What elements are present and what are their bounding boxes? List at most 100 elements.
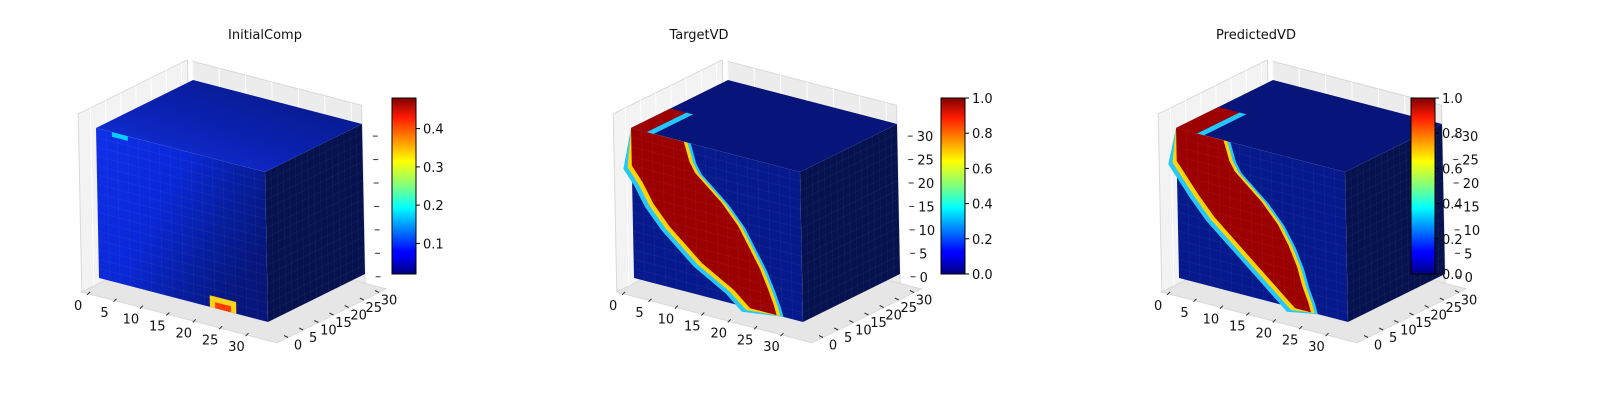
y-tick-label: 10 — [1400, 324, 1417, 339]
colorbar-tick-label: 0.4 — [972, 198, 993, 213]
colorbar-gradient — [391, 97, 417, 275]
colorbar-tick-label: 0.6 — [1442, 162, 1463, 177]
chart-panel-1: 0 5 10 15 20 25 30 0 5 1015202530InitialComp0.10.… — [74, 28, 444, 355]
x-tick-label: 25 — [1282, 333, 1299, 348]
colorbar-tick-label: 0.3 — [423, 161, 444, 176]
x-tick-label: 15 — [149, 320, 166, 335]
high-density-region — [631, 128, 777, 316]
chart-title: InitialComp — [228, 28, 302, 43]
y-tick-label: 25 — [901, 301, 918, 316]
x-tick-label: 20 — [710, 326, 727, 341]
cube-top-face — [1176, 80, 1442, 172]
colorbar-tick-label: 0.2 — [1442, 233, 1463, 248]
z-tick-label: 15 — [918, 200, 935, 215]
cube-right-face — [800, 124, 900, 322]
z-tick-label: 20 — [1463, 177, 1480, 192]
z-tick-label: 30 — [917, 130, 934, 145]
z-tick-label: 5 — [919, 247, 927, 262]
top-edge-band — [1197, 112, 1247, 136]
colorbar-tick-label: 0.8 — [972, 127, 993, 142]
x-tick-label: 0 — [1154, 299, 1162, 314]
z-tick-label: 25 — [1462, 154, 1479, 169]
x-tick-label: 15 — [684, 320, 701, 335]
x-tick-label: 5 — [100, 306, 108, 321]
chart-title: TargetVD — [668, 28, 728, 43]
x-tick-label: 25 — [202, 333, 219, 348]
colorbar-tick-label: 0.6 — [972, 162, 993, 177]
y-tick-label: 25 — [1446, 301, 1463, 316]
top-edge-region — [631, 108, 687, 133]
colorbar-tick-label: 0.2 — [972, 233, 993, 248]
high-density-region — [1176, 128, 1311, 313]
y-tick-label: 5 — [1389, 331, 1397, 346]
x-tick-label: 30 — [228, 340, 245, 355]
colorbar-tick-label: 1.0 — [972, 92, 993, 107]
colorbar-gradient — [1410, 97, 1436, 275]
x-tick-label: 15 — [1229, 320, 1246, 335]
x-tick-label: 20 — [175, 326, 192, 341]
x-tick-label: 10 — [123, 313, 140, 328]
x-tick-label: 30 — [1308, 340, 1325, 355]
chart-title: PredictedVD — [1216, 28, 1296, 43]
y-tick-label: 5 — [844, 331, 852, 346]
y-tick-label: 30 — [381, 294, 398, 309]
x-axis: 0 5 10 15 20 25 30 — [609, 291, 784, 355]
colorbar-tick-label: 0.8 — [1442, 127, 1463, 142]
chart-panel-3: 0 5 10 15 20 25 30 0 5 1015202530051015202530Pred… — [1154, 28, 1480, 355]
x-tick-label: 0 — [609, 299, 617, 314]
z-tick-label: 30 — [1462, 130, 1479, 145]
colorbar-tick-label: 0.0 — [972, 268, 993, 283]
voxel-grid — [95, 123, 366, 323]
cube-top-face — [631, 80, 897, 172]
y-tick-label: 5 — [309, 331, 317, 346]
z-axis: 0 5 10 15 20 25 30 — [907, 130, 936, 286]
z-tick-label: 25 — [917, 154, 934, 169]
hotspot-top — [111, 132, 128, 141]
y-tick-label: 15 — [335, 316, 352, 331]
top-edge-region — [1176, 107, 1240, 134]
x-tick-label: 25 — [737, 333, 754, 348]
z-tick-label: 10 — [1464, 224, 1481, 239]
z-axis: 0 5 10 15 20 25 30 — [1452, 130, 1481, 286]
z-tick-label: 10 — [919, 224, 936, 239]
chart-panel-2: 0 5 10 15 20 25 30 0 5 1015202530051015202530Targ… — [609, 28, 993, 355]
z-tick-label: 20 — [918, 177, 935, 192]
x-tick-label: 0 — [74, 299, 82, 314]
z-tick-label: 15 — [1463, 200, 1480, 215]
colorbar-tick-label: 0.4 — [423, 123, 444, 138]
colorbar-gradient — [940, 97, 966, 275]
y-tick-label: 30 — [1461, 294, 1478, 309]
y-tick-label: 25 — [366, 301, 383, 316]
x-axis: 0 5 10 15 20 25 30 — [1154, 291, 1329, 355]
top-edge-band — [646, 112, 694, 134]
x-axis: 0 5 10 15 20 25 30 — [74, 291, 249, 355]
x-tick-label: 30 — [763, 340, 780, 355]
cube-right-face — [265, 124, 365, 322]
y-tick-label: 0 — [294, 339, 302, 354]
z-tick-label: 5 — [1464, 247, 1472, 262]
colorbar: 0.0 0.2 0.4 0.6 0.8 1.0 — [940, 92, 993, 283]
cube-top-face — [96, 80, 362, 172]
colorbar: 0.1 0.2 0.3 0.4 — [391, 97, 444, 275]
colorbar: 0.0 0.2 0.4 0.6 0.8 1.0 — [1410, 92, 1463, 283]
x-tick-label: 5 — [635, 306, 643, 321]
y-tick-label: 20 — [1430, 309, 1447, 324]
cube-front-face — [96, 128, 268, 322]
y-tick-label: 20 — [885, 309, 902, 324]
y-tick-label: 10 — [320, 324, 337, 339]
y-tick-label: 30 — [916, 294, 933, 309]
y-tick-label: 15 — [870, 316, 887, 331]
colorbar-tick-label: 1.0 — [1442, 92, 1463, 107]
colorbar-tick-label: 0.0 — [1442, 268, 1463, 283]
z-tick-label: 0 — [920, 271, 928, 286]
colorbar-tick-label: 0.2 — [423, 199, 444, 214]
x-tick-label: 5 — [1180, 306, 1188, 321]
x-tick-label: 10 — [658, 313, 675, 328]
y-tick-label: 0 — [829, 339, 837, 354]
colorbar-tick-label: 0.1 — [423, 237, 444, 252]
hotspot-core — [215, 302, 231, 313]
